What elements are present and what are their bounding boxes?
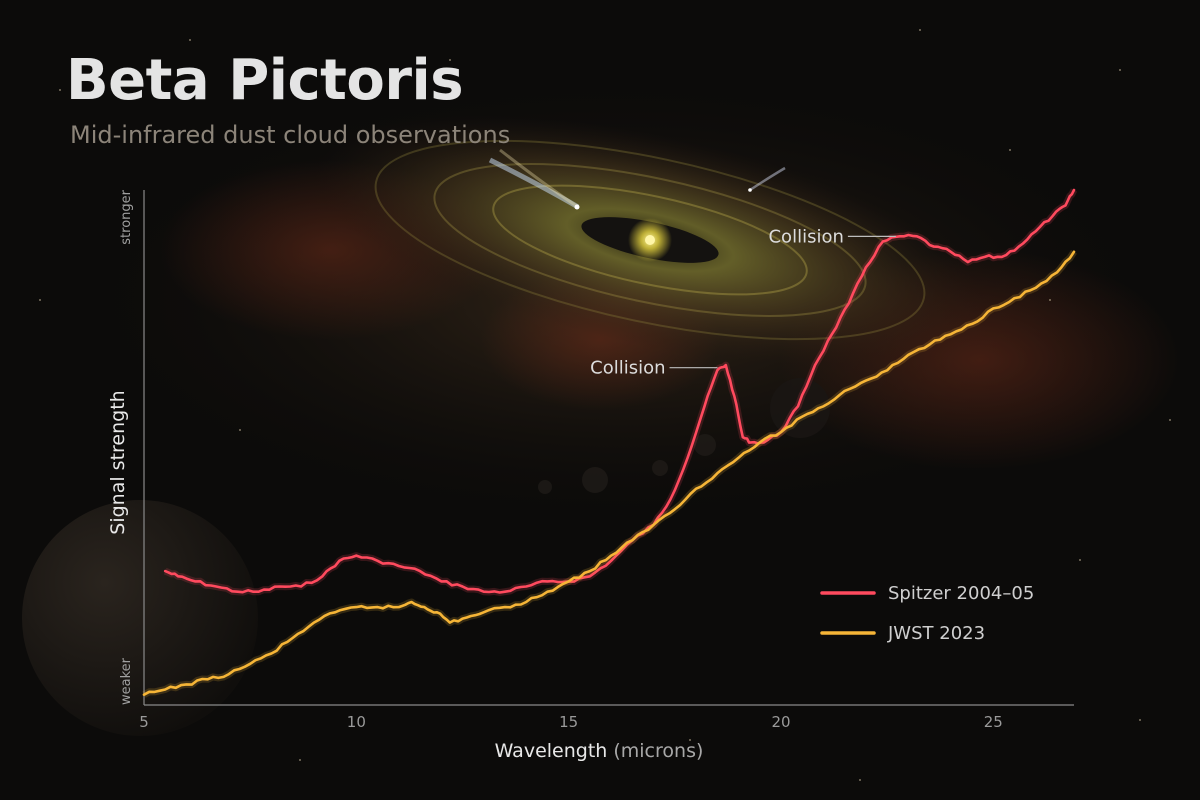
- spitzer-line: [163, 188, 1076, 594]
- collision-label: Collision: [768, 226, 843, 247]
- x-tick-label: 10: [347, 713, 366, 731]
- x-axis-title-label: Wavelength: [495, 740, 614, 762]
- y-label-stronger: stronger: [119, 189, 134, 244]
- x-axis-title-unit: (microns): [613, 740, 703, 762]
- x-axis-title: Wavelength (microns): [495, 740, 704, 762]
- jwst-line: [142, 250, 1076, 696]
- x-tick-label: 15: [559, 713, 578, 731]
- collision-label: Collision: [590, 358, 665, 379]
- axes: 5 10 15 20 25 weaker stronger Signal strength Wa…: [107, 189, 1074, 762]
- chart-subtitle: Mid-infrared dust cloud observations: [70, 121, 511, 149]
- annotations: Collision Collision: [590, 226, 896, 379]
- series-lines: [142, 188, 1078, 698]
- legend-entry: Spitzer 2004–05: [888, 583, 1034, 604]
- y-axis-title: Signal strength: [107, 390, 129, 534]
- y-label-weaker: weaker: [119, 657, 134, 705]
- x-tick-label: 5: [139, 713, 149, 731]
- x-tick-label: 20: [771, 713, 790, 731]
- legend: Spitzer 2004–05 JWST 2023: [820, 583, 1034, 644]
- x-tick-label: 25: [984, 713, 1003, 731]
- series-glow: [163, 188, 1078, 596]
- chart-title: Beta Pictoris: [66, 48, 464, 113]
- legend-entry: JWST 2023: [887, 623, 985, 644]
